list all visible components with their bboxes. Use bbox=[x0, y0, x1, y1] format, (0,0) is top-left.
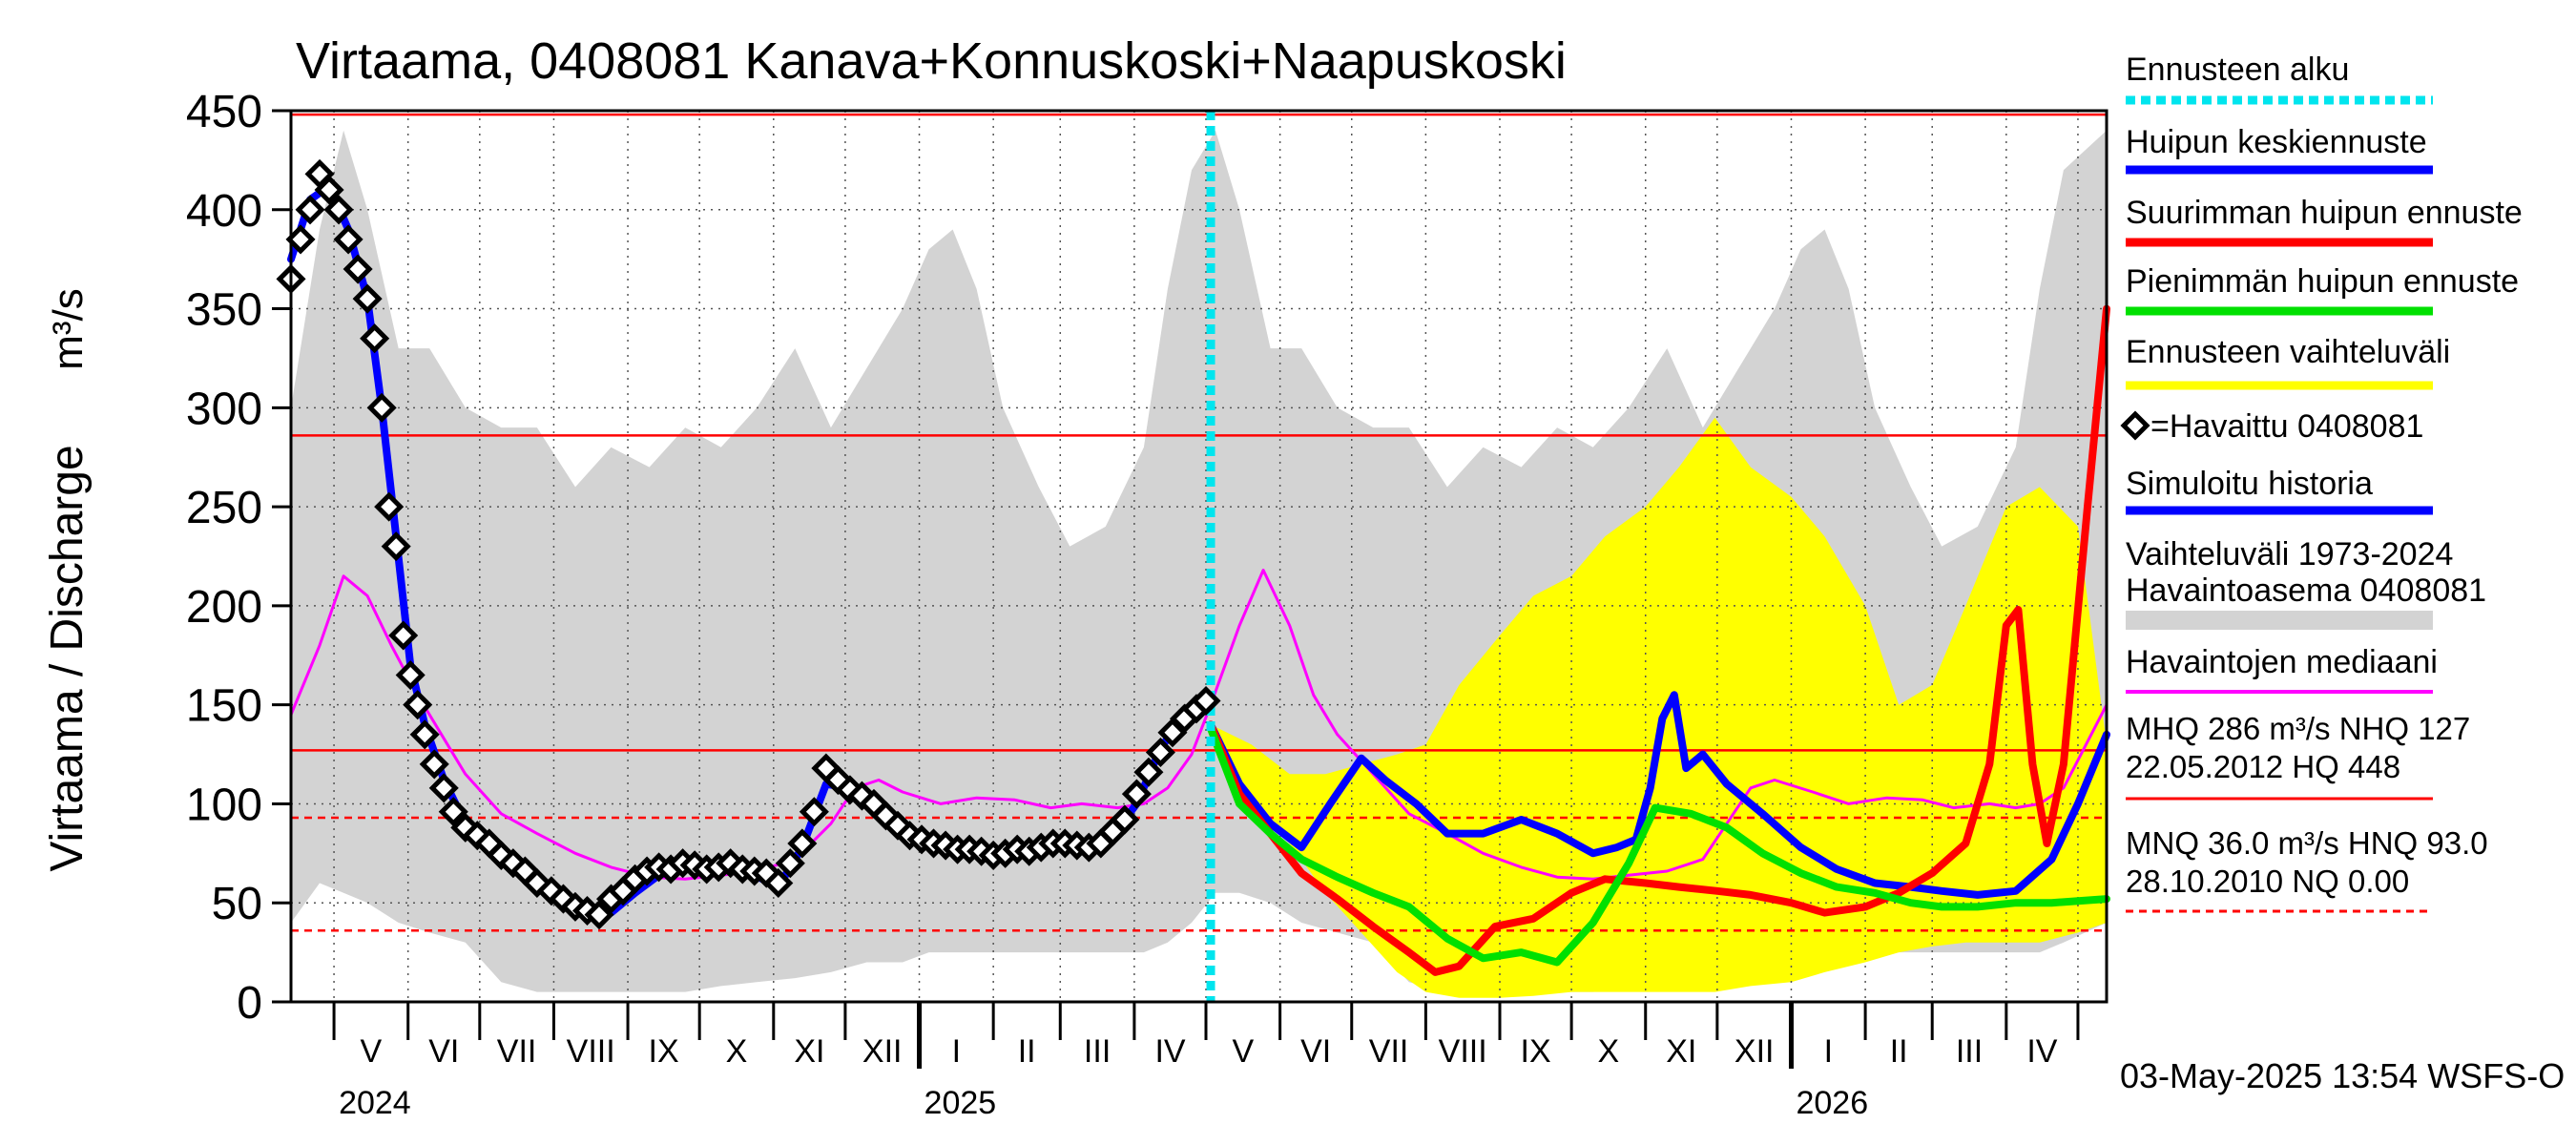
observed-point bbox=[403, 690, 433, 720]
observed-point bbox=[388, 620, 419, 651]
observed-point bbox=[352, 283, 383, 314]
stats-line: MHQ 286 m³/s NHQ 127 bbox=[2126, 711, 2470, 746]
observed-point bbox=[1145, 737, 1175, 768]
observed-point bbox=[787, 828, 818, 859]
x-month-label: XI bbox=[794, 1033, 824, 1070]
stats-line: 28.10.2010 NQ 0.00 bbox=[2126, 864, 2409, 899]
x-month-label: VI bbox=[428, 1033, 459, 1070]
legend-label: =Havaittu 0408081 bbox=[2150, 408, 2423, 445]
series-line bbox=[1207, 304, 2110, 976]
legend-swatch bbox=[2126, 611, 2433, 630]
x-year-label: 2025 bbox=[924, 1085, 997, 1121]
observed-point bbox=[285, 224, 316, 255]
legend-label: Suurimman huipun ennuste bbox=[2126, 195, 2523, 231]
legend: Ennusteen alku Huipun keskiennuste Suurimm… bbox=[2120, 52, 2523, 913]
observed-point bbox=[763, 867, 794, 899]
observed-point bbox=[1133, 757, 1164, 787]
observed-point bbox=[438, 797, 468, 827]
y-tick-label: 100 bbox=[186, 780, 262, 830]
observed-point bbox=[409, 719, 440, 750]
plot-frame bbox=[289, 109, 2109, 1004]
x-month-label: IX bbox=[1521, 1033, 1551, 1070]
series-line bbox=[1207, 691, 2110, 899]
observed-point bbox=[323, 195, 354, 225]
observed-point bbox=[799, 797, 829, 827]
observed-point bbox=[374, 491, 405, 522]
observed-point bbox=[333, 224, 364, 255]
legend-label: Ennusteen alku bbox=[2126, 52, 2349, 88]
x-month-label: VIII bbox=[1439, 1033, 1487, 1070]
observed-point bbox=[381, 531, 411, 562]
legend-label: Simuloitu historia bbox=[2126, 466, 2373, 502]
observed-point bbox=[314, 175, 344, 205]
x-month-label: II bbox=[1018, 1033, 1036, 1070]
y-tick-label: 300 bbox=[186, 384, 262, 434]
observed-point bbox=[775, 848, 805, 879]
y-tick-label: 50 bbox=[212, 879, 262, 929]
legend-label: Havaintojen mediaani bbox=[2126, 644, 2438, 680]
observed-point bbox=[1191, 685, 1221, 717]
x-month-label: IV bbox=[1154, 1033, 1185, 1070]
x-month-label: II bbox=[1890, 1033, 1908, 1070]
x-month-label: XII bbox=[1735, 1033, 1775, 1070]
y-tick-label: 250 bbox=[186, 483, 262, 533]
x-month-label: VI bbox=[1300, 1033, 1331, 1070]
x-month-label: VII bbox=[1369, 1033, 1409, 1070]
series-line bbox=[1207, 724, 2110, 967]
observed-point bbox=[428, 773, 459, 803]
observed-point bbox=[1121, 779, 1152, 809]
band-ennusteen bbox=[1211, 417, 2107, 998]
series-line bbox=[289, 569, 2109, 881]
y-axis-label: Virtaama / Discharge bbox=[42, 445, 93, 871]
stats-line: 22.05.2012 HQ 448 bbox=[2126, 749, 2400, 784]
y-tick-label: 350 bbox=[186, 285, 262, 336]
x-month-label: V bbox=[1232, 1033, 1254, 1070]
observed-point bbox=[366, 392, 397, 423]
y-tick-label: 450 bbox=[186, 87, 262, 137]
observed-point bbox=[343, 254, 373, 284]
x-month-label: IV bbox=[2026, 1033, 2057, 1070]
y-tick-label: 0 bbox=[237, 978, 262, 1029]
observed-point bbox=[462, 821, 492, 851]
x-month-label: X bbox=[1598, 1033, 1620, 1070]
observed-point bbox=[584, 900, 614, 930]
x-month-label: VII bbox=[497, 1033, 537, 1070]
x-month-label: III bbox=[1084, 1033, 1111, 1070]
x-month-label: VIII bbox=[567, 1033, 615, 1070]
observed-point bbox=[360, 323, 390, 354]
x-month-label: III bbox=[1956, 1033, 1983, 1070]
timestamp: 03-May-2025 13:54 WSFS-O bbox=[2120, 1056, 2565, 1095]
stats-line: MNQ 36.0 m³/s HNQ 93.0 bbox=[2126, 825, 2488, 861]
legend-label: Havaintoasema 0408081 bbox=[2126, 572, 2486, 609]
observed-point bbox=[395, 659, 426, 691]
legend-label: Pienimmän huipun ennuste bbox=[2126, 263, 2519, 300]
observed-point bbox=[1110, 804, 1140, 835]
observed-point bbox=[419, 749, 449, 780]
y-tick-label: 400 bbox=[186, 186, 262, 237]
x-month-label: XII bbox=[862, 1033, 903, 1070]
legend-label: Huipun keskiennuste bbox=[2126, 124, 2427, 160]
x-month-label: I bbox=[952, 1033, 961, 1070]
x-month-label: XI bbox=[1666, 1033, 1696, 1070]
legend-label: Vaihteluväli 1973-2024 bbox=[2126, 536, 2453, 572]
y-tick-label: 150 bbox=[186, 681, 262, 732]
x-month-label: V bbox=[361, 1033, 383, 1070]
x-month-label: IX bbox=[649, 1033, 679, 1070]
y-tick-label: 200 bbox=[186, 582, 262, 633]
y-axis-unit: m³/s bbox=[45, 288, 92, 370]
x-month-label: I bbox=[1824, 1033, 1833, 1070]
x-month-label: X bbox=[726, 1033, 748, 1070]
chart-title: Virtaama, 0408081 Kanava+Konnuskoski+Naa… bbox=[296, 32, 1567, 90]
legend-label: Ennusteen vaihteluväli bbox=[2126, 334, 2450, 370]
legend-marker-observed bbox=[2120, 410, 2150, 441]
x-year-label: 2024 bbox=[339, 1085, 411, 1121]
x-year-label: 2026 bbox=[1796, 1085, 1868, 1121]
observed-point bbox=[295, 195, 325, 225]
